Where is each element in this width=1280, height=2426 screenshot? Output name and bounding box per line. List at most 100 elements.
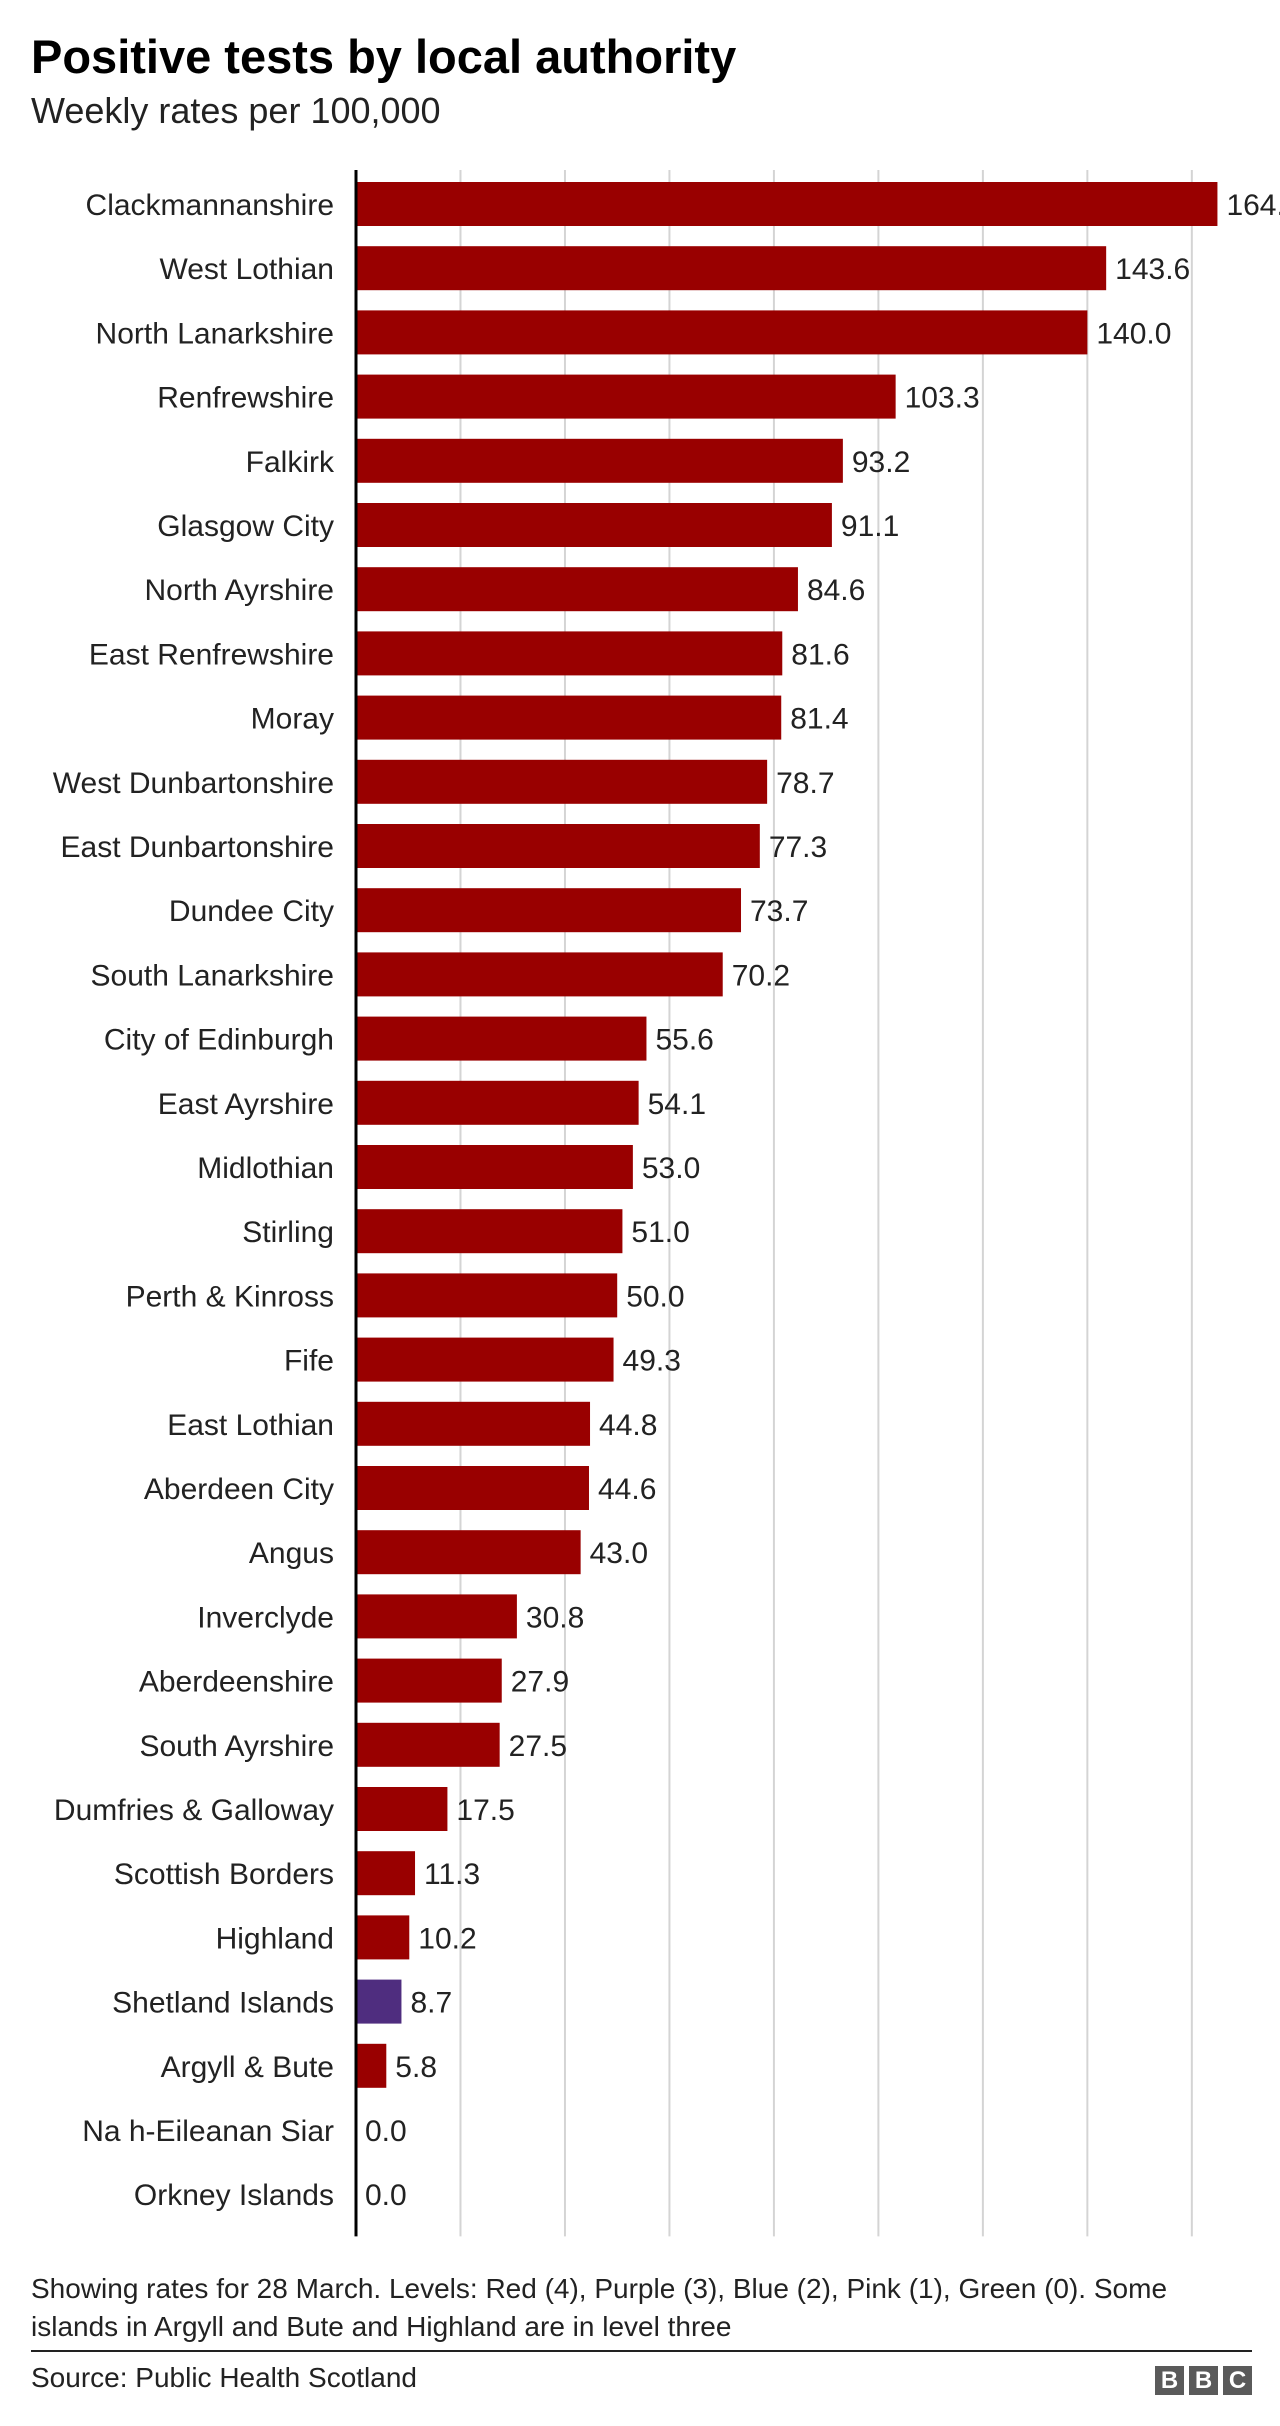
bar	[356, 952, 723, 997]
value-label: 54.1	[648, 1088, 706, 1121]
value-label: 0.0	[365, 2179, 407, 2212]
bar	[356, 1145, 633, 1189]
bar	[356, 1851, 416, 1896]
value-label: 49.3	[623, 1345, 681, 1378]
category-label: Clackmannanshire	[86, 189, 334, 222]
bar	[356, 1915, 410, 1960]
bar	[356, 1273, 618, 1318]
bar-chart: Clackmannanshire West Lothian North Lanark…	[53, 170, 1280, 2237]
value-label: 27.9	[511, 1666, 569, 1699]
category-label: East Dunbartonshire	[61, 831, 335, 864]
category-label: Midlothian	[197, 1152, 334, 1185]
value-label: 143.6	[1115, 253, 1190, 286]
bar	[356, 503, 832, 547]
category-label: Renfrewshire	[157, 382, 334, 415]
category-label: East Renfrewshire	[89, 638, 334, 671]
category-label: Falkirk	[246, 446, 335, 479]
bar	[356, 567, 798, 612]
bbc-logo: B B C	[1155, 2366, 1252, 2395]
value-label: 84.6	[807, 574, 865, 607]
category-label: Na h-Eileanan Siar	[82, 2115, 334, 2148]
category-label: North Lanarkshire	[96, 317, 334, 350]
bar	[356, 1466, 589, 1510]
value-label: 10.2	[418, 1922, 476, 1955]
value-label: 27.5	[509, 1730, 567, 1763]
chart-title: Positive tests by local authority	[31, 30, 737, 83]
category-label: East Ayrshire	[158, 1088, 334, 1121]
value-label: 8.7	[410, 1987, 452, 2020]
category-label: East Lothian	[167, 1409, 334, 1442]
category-labels: Clackmannanshire West Lothian North Lanark…	[53, 189, 335, 2212]
category-label: Orkney Islands	[134, 2179, 334, 2212]
bar	[356, 824, 760, 868]
bar	[356, 1016, 647, 1061]
bar	[356, 1594, 517, 1639]
category-label: Shetland Islands	[112, 1987, 334, 2020]
category-label: Aberdeen City	[144, 1473, 334, 1506]
category-label: Stirling	[242, 1216, 334, 1249]
bar	[356, 759, 768, 804]
category-label: South Ayrshire	[139, 1730, 334, 1763]
bar	[356, 1080, 639, 1125]
category-label: City of Edinburgh	[104, 1024, 334, 1057]
category-label: Glasgow City	[157, 510, 334, 543]
value-label: 44.8	[599, 1409, 657, 1442]
category-label: West Dunbartonshire	[53, 767, 334, 800]
category-label: North Ayrshire	[144, 574, 334, 607]
category-label: Inverclyde	[197, 1601, 334, 1634]
value-label: 0.0	[365, 2115, 407, 2148]
category-label: Argyll & Bute	[161, 2051, 334, 2084]
value-label: 43.0	[590, 1537, 648, 1570]
value-label: 51.0	[631, 1216, 689, 1249]
bar	[356, 1979, 402, 2024]
category-label: Scottish Borders	[114, 1858, 334, 1891]
bar	[356, 374, 896, 419]
bar	[356, 1787, 448, 1831]
value-label: 17.5	[456, 1794, 514, 1827]
chart-subtitle: Weekly rates per 100,000	[31, 90, 441, 131]
bar	[356, 1337, 614, 1382]
bbc-logo-letter: B	[1189, 2366, 1218, 2395]
footer-divider	[31, 2350, 1252, 2352]
value-label: 103.3	[905, 382, 980, 415]
bbc-logo-letter: B	[1155, 2366, 1184, 2395]
bar	[356, 1658, 502, 1703]
value-label: 11.3	[424, 1858, 480, 1891]
category-label: Perth & Kinross	[126, 1280, 334, 1313]
value-label: 70.2	[732, 959, 790, 992]
category-label: Dumfries & Galloway	[54, 1794, 334, 1827]
bar	[356, 695, 782, 740]
bar	[356, 438, 843, 483]
value-label: 5.8	[395, 2051, 437, 2084]
gridlines	[459, 170, 1193, 2237]
value-labels: 164.9 143.6 140.0 103.3 93.2 91.1 84.6 81.6 81.4…	[365, 189, 1280, 2212]
bar	[356, 182, 1218, 226]
value-label: 93.2	[852, 446, 910, 479]
value-label: 73.7	[750, 895, 808, 928]
bar	[356, 1209, 623, 1254]
value-label: 53.0	[642, 1152, 700, 1185]
category-label: West Lothian	[159, 253, 334, 286]
category-label: Fife	[284, 1345, 334, 1378]
value-label: 44.6	[598, 1473, 656, 1506]
value-label: 164.9	[1226, 189, 1280, 222]
source-text: Source: Public Health Scotland	[31, 2362, 417, 2393]
value-label: 140.0	[1096, 317, 1171, 350]
bar	[356, 246, 1107, 291]
bar	[356, 310, 1088, 355]
bar	[356, 1530, 581, 1575]
category-label: Dundee City	[169, 895, 334, 928]
value-label: 91.1	[841, 510, 899, 543]
category-label: South Lanarkshire	[91, 959, 335, 992]
footnote: Showing rates for 28 March. Levels: Red …	[31, 2273, 1168, 2342]
bars	[356, 182, 1218, 2088]
category-label: Angus	[249, 1537, 334, 1570]
value-label: 81.6	[791, 638, 849, 671]
bar	[356, 1722, 500, 1767]
value-label: 30.8	[526, 1601, 584, 1634]
bar	[356, 888, 742, 933]
bbc-logo-letter: C	[1223, 2366, 1252, 2395]
value-label: 50.0	[626, 1280, 684, 1313]
value-label: 77.3	[769, 831, 827, 864]
value-label: 55.6	[655, 1024, 713, 1057]
